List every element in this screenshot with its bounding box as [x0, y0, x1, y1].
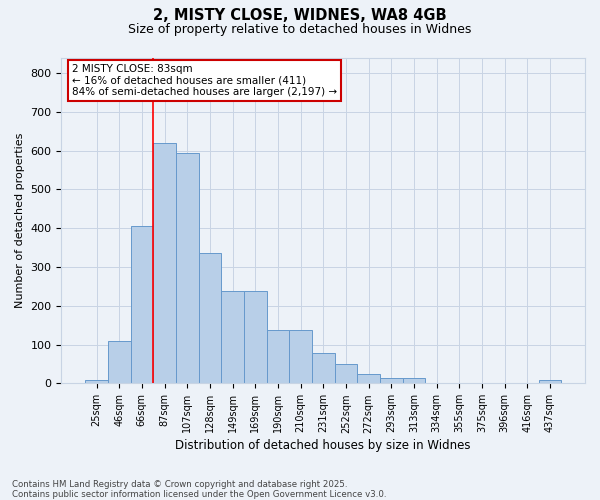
Bar	[244, 291, 266, 384]
X-axis label: Distribution of detached houses by size in Widnes: Distribution of detached houses by size …	[175, 440, 471, 452]
Bar	[335, 364, 357, 384]
Bar	[199, 254, 221, 384]
Text: 2 MISTY CLOSE: 83sqm
← 16% of detached houses are smaller (411)
84% of semi-deta: 2 MISTY CLOSE: 83sqm ← 16% of detached h…	[72, 64, 337, 97]
Bar	[221, 291, 244, 384]
Bar	[357, 374, 380, 384]
Bar	[176, 152, 199, 384]
Bar	[85, 380, 108, 384]
Bar	[266, 330, 289, 384]
Bar	[380, 378, 403, 384]
Bar	[153, 143, 176, 384]
Bar	[289, 330, 312, 384]
Bar	[539, 380, 561, 384]
Text: 2, MISTY CLOSE, WIDNES, WA8 4GB: 2, MISTY CLOSE, WIDNES, WA8 4GB	[153, 8, 447, 22]
Bar	[312, 353, 335, 384]
Bar	[403, 378, 425, 384]
Y-axis label: Number of detached properties: Number of detached properties	[15, 132, 25, 308]
Bar	[131, 226, 153, 384]
Bar	[108, 340, 131, 384]
Text: Size of property relative to detached houses in Widnes: Size of property relative to detached ho…	[128, 22, 472, 36]
Text: Contains HM Land Registry data © Crown copyright and database right 2025.
Contai: Contains HM Land Registry data © Crown c…	[12, 480, 386, 499]
